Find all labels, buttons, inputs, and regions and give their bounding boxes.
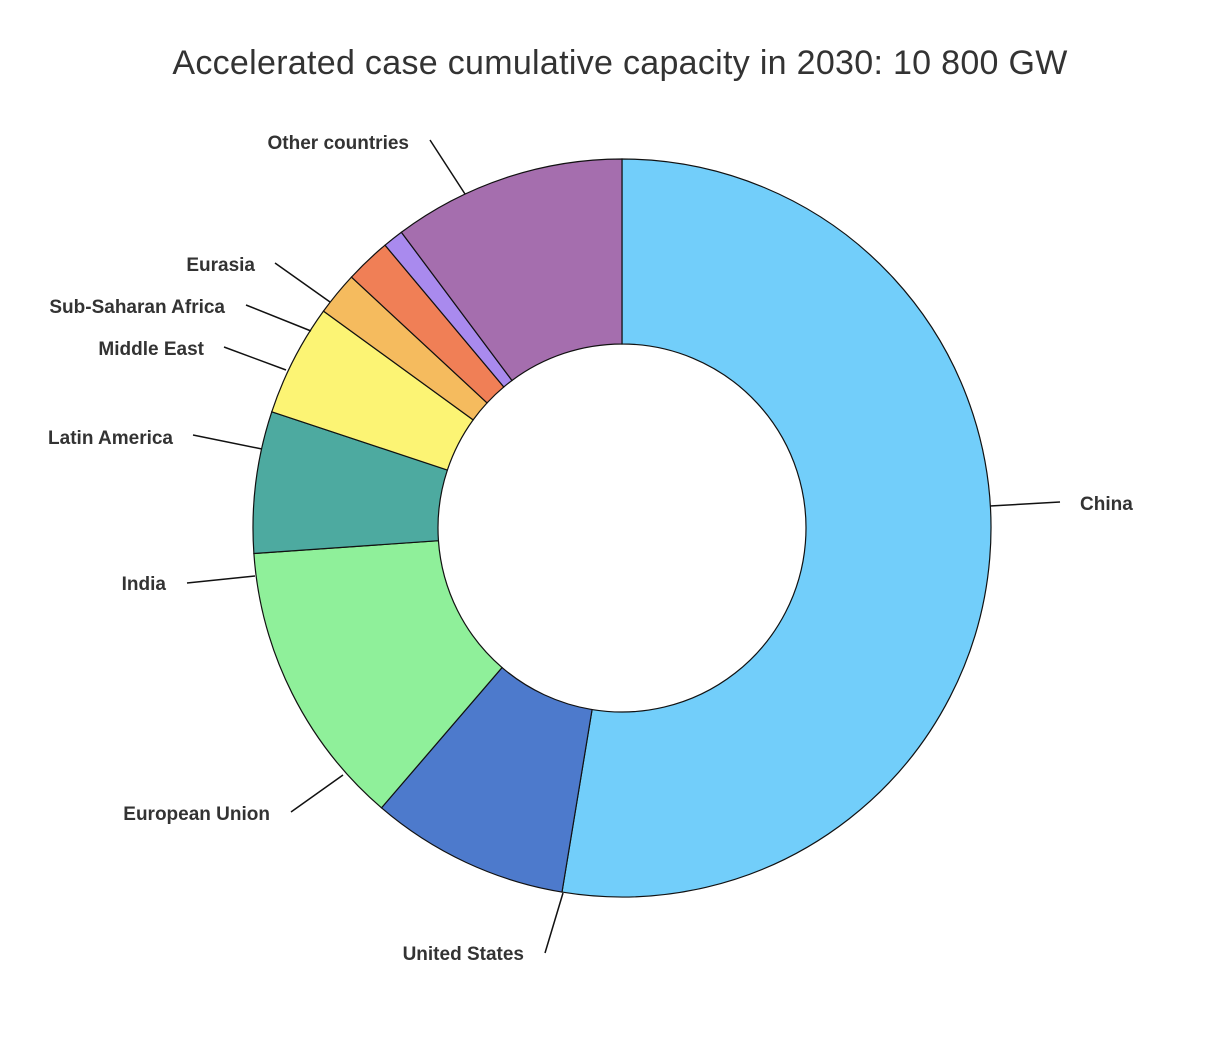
- label-european-union: European Union: [123, 804, 270, 825]
- label-united-states: United States: [403, 944, 524, 965]
- slices-layer: [252, 158, 992, 898]
- leader-line-sub-saharan-africa: [245, 304, 312, 332]
- label-eurasia: Eurasia: [186, 255, 255, 276]
- labels-layer: China United States European Union India Lat…: [48, 133, 1133, 965]
- chart-title: Accelerated case cumulative capacity in …: [172, 44, 1068, 82]
- leader-line-united-states: [544, 892, 564, 954]
- leader-line-india: [186, 575, 256, 584]
- leaders-layer: [186, 139, 1061, 954]
- label-china: China: [1080, 494, 1133, 515]
- label-middle-east: Middle East: [98, 339, 204, 360]
- label-sub-saharan-africa: Sub-Saharan Africa: [49, 297, 225, 318]
- label-other-countries: Other countries: [268, 133, 409, 154]
- slice-china: [561, 158, 992, 898]
- label-india: India: [122, 574, 167, 595]
- leader-line-latin-america: [192, 434, 263, 450]
- slice-european-union: [253, 540, 503, 809]
- slice-other-countries: [400, 158, 623, 382]
- leader-line-eurasia: [274, 262, 331, 303]
- label-latin-america: Latin America: [48, 428, 173, 449]
- leader-line-china: [989, 501, 1061, 507]
- leader-line-middle-east: [223, 346, 287, 371]
- leader-line-european-union: [290, 774, 344, 813]
- leader-line-other-countries: [429, 139, 466, 195]
